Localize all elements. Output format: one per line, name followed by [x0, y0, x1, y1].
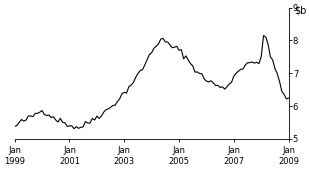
Y-axis label: $b: $b: [294, 5, 307, 15]
